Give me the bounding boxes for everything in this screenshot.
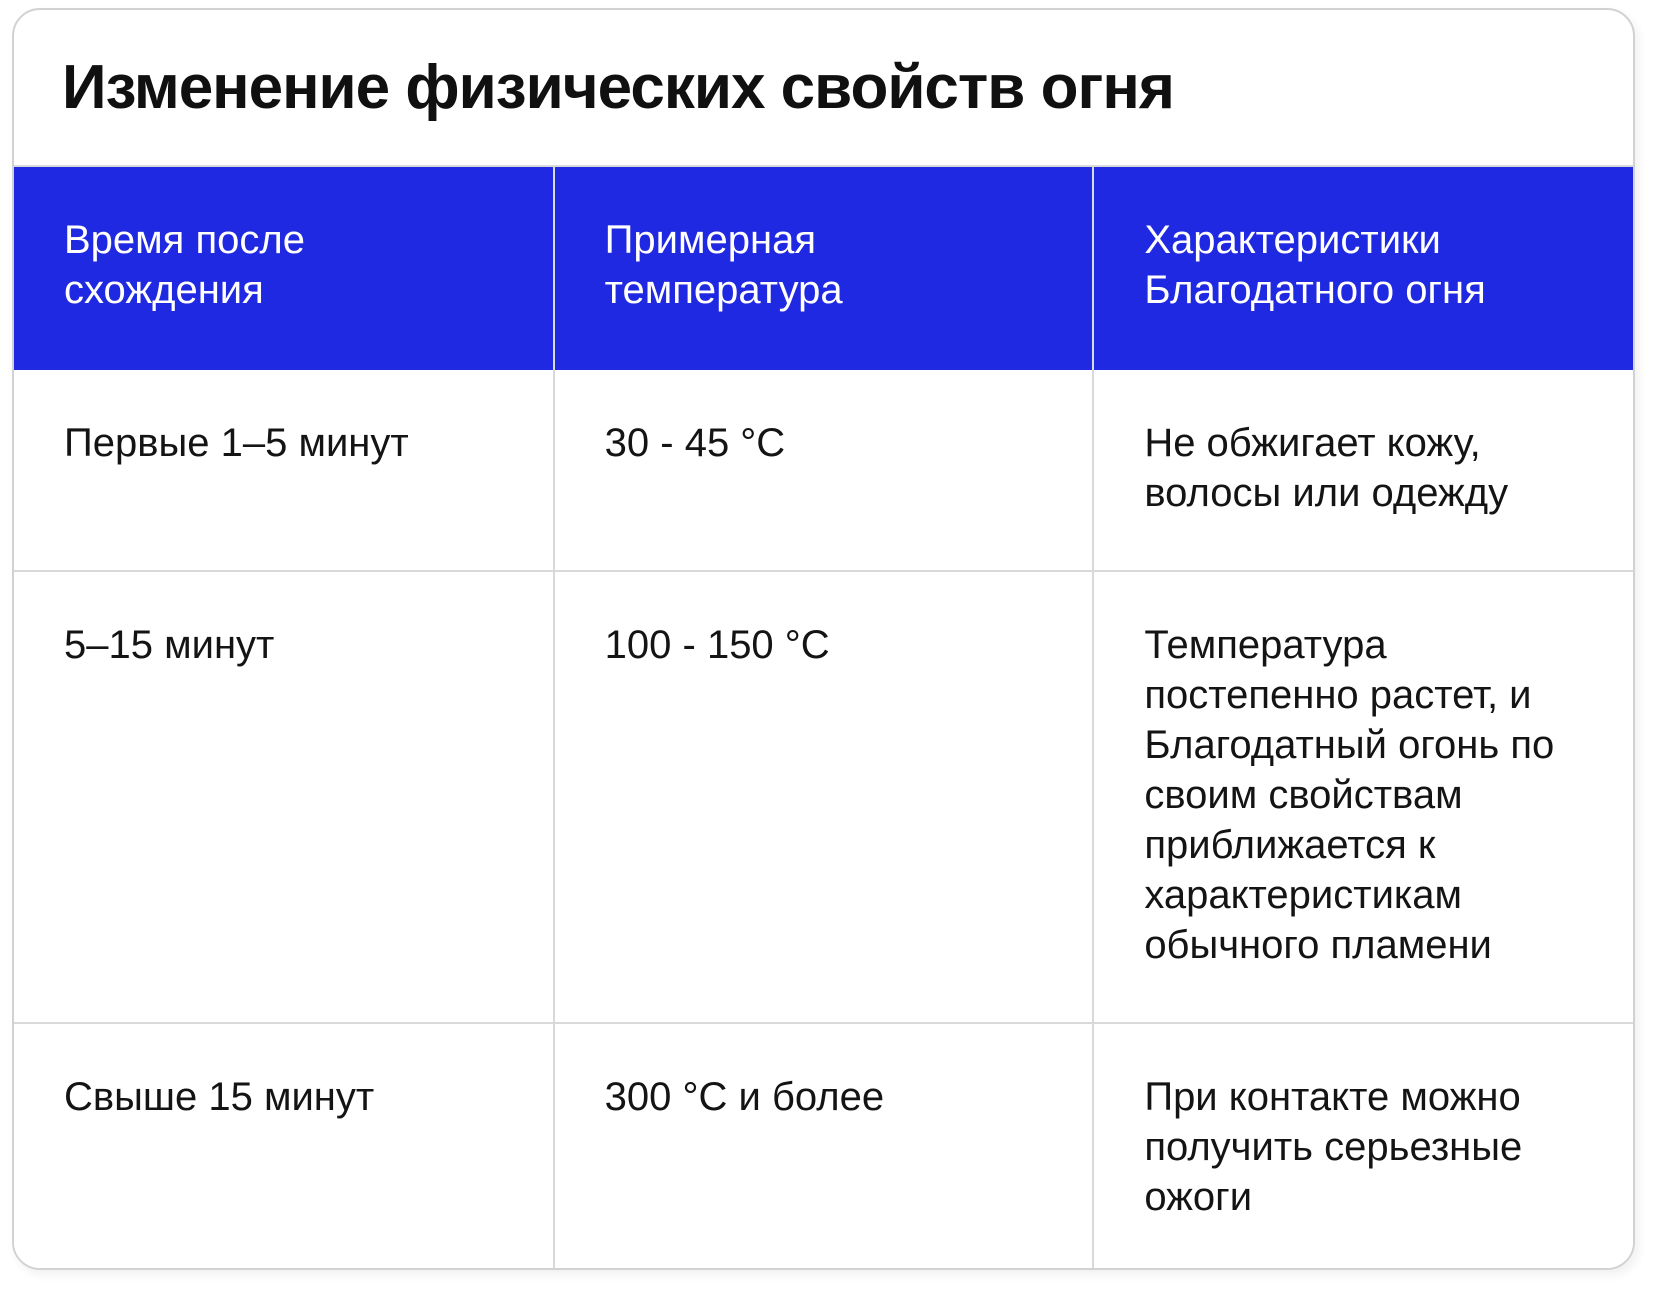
- fire-properties-card: Изменение физических свойств огня Время …: [12, 8, 1635, 1270]
- fire-properties-table: Время после схождения Примерная температ…: [14, 165, 1633, 1268]
- cell-characteristics: Температура постепенно растет, и Благода…: [1092, 570, 1633, 1023]
- page-title: Изменение физических свойств огня: [62, 53, 1175, 122]
- table-row: 5–15 минут 100 - 150 °C Температура пост…: [14, 570, 1633, 1023]
- table-header: Время после схождения Примерная температ…: [14, 166, 1633, 370]
- header-cell-time: Время после схождения: [14, 166, 554, 370]
- cell-characteristics: При контакте можно получить серьезные ож…: [1092, 1022, 1633, 1268]
- header-cell-temperature: Примерная температура: [552, 166, 1094, 370]
- cell-time: Свыше 15 минут: [14, 1022, 554, 1268]
- cell-temperature: 30 - 45 °C: [552, 370, 1094, 571]
- table-row: Свыше 15 минут 300 °C и более При контак…: [14, 1022, 1633, 1268]
- header-row: Время после схождения Примерная температ…: [14, 166, 1633, 370]
- cell-temperature: 300 °C и более: [552, 1022, 1094, 1268]
- cell-time: Первые 1–5 минут: [14, 370, 554, 571]
- cell-time: 5–15 минут: [14, 570, 554, 1023]
- table-body: Первые 1–5 минут 30 - 45 °C Не обжигает …: [14, 370, 1633, 1268]
- table-row: Первые 1–5 минут 30 - 45 °C Не обжигает …: [14, 370, 1633, 571]
- cell-temperature: 100 - 150 °C: [552, 570, 1094, 1023]
- header-cell-characteristics: Характеристики Благодатного огня: [1092, 166, 1633, 370]
- cell-characteristics: Не обжигает кожу, волосы или одежду: [1092, 370, 1633, 571]
